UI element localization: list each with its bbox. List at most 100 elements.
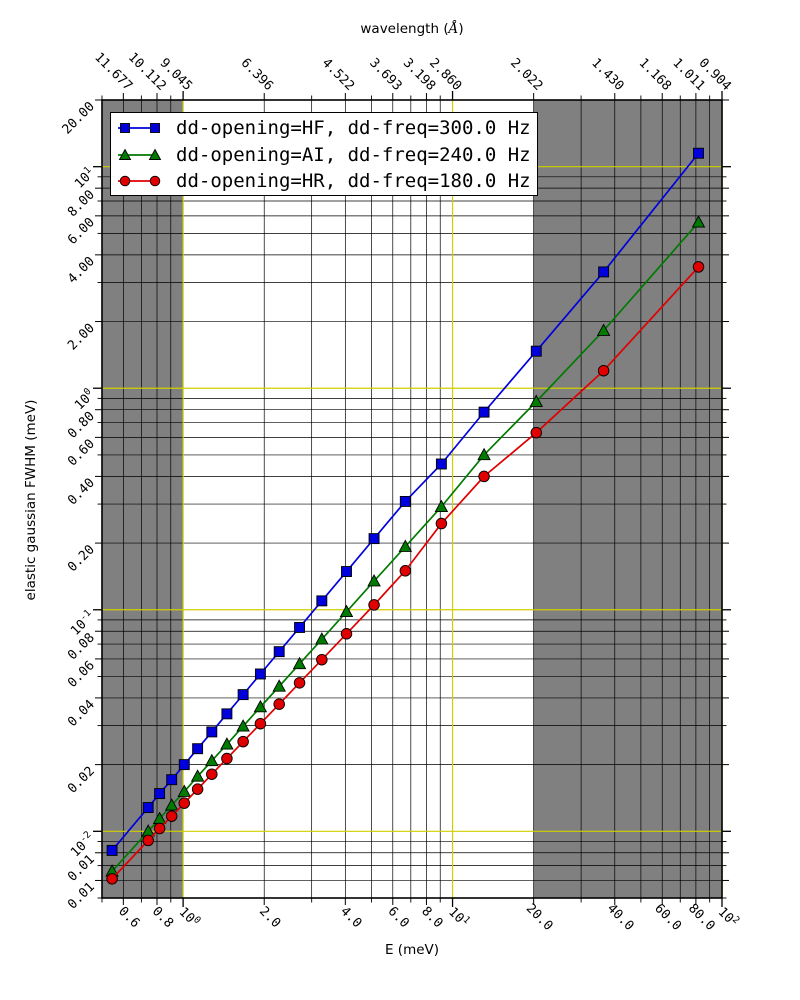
triangle-marker [190, 769, 205, 782]
circle-marker [237, 735, 249, 748]
circle-marker [435, 517, 448, 530]
triangle-marker [529, 394, 544, 407]
square-marker [154, 788, 166, 800]
legend-sample-circle [118, 175, 161, 187]
y-tick-label: 101 [71, 164, 98, 191]
x-tick-label: 100 [176, 903, 203, 930]
triangle-marker [205, 753, 219, 767]
circle-marker [119, 175, 131, 187]
triangle-marker [177, 784, 192, 797]
square-marker [294, 622, 306, 633]
triangle-marker [477, 447, 491, 461]
square-marker [178, 759, 190, 771]
legend-row-1: dd-opening=AI, dd-freq=240.0 Hz [114, 142, 537, 168]
y-tick-label: 20.00 [60, 99, 98, 137]
triangle-marker [398, 539, 413, 552]
square-marker [166, 774, 178, 786]
square-marker [142, 802, 154, 814]
top-tick-label: 2.022 [507, 56, 545, 94]
square-marker [435, 458, 447, 470]
circle-marker [106, 873, 118, 885]
angstrom-symbol: Å [448, 21, 459, 37]
x-tick-label: 60.0 [651, 901, 684, 934]
triangle-marker [367, 573, 381, 587]
circle-marker [692, 261, 705, 273]
square-marker [221, 708, 233, 720]
square-marker [693, 147, 704, 159]
circle-marker [340, 628, 353, 640]
x-tick-label: 20.0 [523, 901, 556, 934]
square-marker [368, 533, 380, 545]
legend-row-0: dd-opening=HF, dd-freq=300.0 Hz [114, 115, 537, 141]
shaded-band [102, 100, 184, 898]
square-marker [192, 743, 204, 755]
circle-marker [597, 364, 610, 377]
triangle-marker [164, 798, 179, 811]
circle-marker [191, 783, 204, 795]
y-tick-label: 0.80 [65, 409, 98, 442]
y-tick-label: 100 [71, 386, 98, 413]
x-tick-label: 80.0 [685, 901, 718, 934]
legend-row-2: dd-opening=HR, dd-freq=180.0 Hz [114, 168, 537, 194]
top-tick-label: 1.430 [588, 56, 626, 94]
square-marker [598, 266, 610, 278]
circle-marker [293, 677, 306, 689]
y-tick-label: 0.08 [65, 630, 98, 663]
square-marker [120, 122, 130, 133]
top-axis-title: wavelength (Å) [360, 21, 463, 37]
y-tick-label: 0.20 [65, 542, 98, 575]
y-axis-title: elastic gaussian FWHM (meV) [23, 399, 39, 601]
circle-marker [165, 810, 178, 822]
circle-marker [153, 822, 166, 835]
circle-marker [206, 768, 218, 780]
x-axis-title: E (meV) [384, 942, 440, 958]
square-marker [530, 345, 542, 357]
legend-label: dd-opening=AI, dd-freq=240.0 Hz [176, 143, 531, 166]
x-tick-label: 101 [445, 903, 472, 930]
triangle-marker [596, 323, 611, 336]
x-tick-label: 0.8 [149, 904, 176, 931]
circle-marker [178, 797, 191, 809]
circle-marker [273, 698, 285, 710]
triangle-marker [118, 148, 132, 160]
series-markers-2 [106, 261, 705, 885]
series-markers-1 [105, 215, 706, 877]
x-tick-label: 8.0 [418, 904, 445, 931]
top-tick-label: 1.168 [636, 56, 674, 94]
y-tick-label: 0.60 [65, 437, 98, 470]
y-tick-label: 0.02 [65, 764, 98, 797]
square-marker [106, 844, 118, 856]
y-tick-label: 0.06 [65, 658, 98, 691]
triangle-marker [339, 604, 354, 618]
triangle-marker [315, 632, 329, 645]
top-tick-label: 10.112 [125, 50, 169, 94]
legend: dd-opening=HF, dd-freq=300.0 Hz dd-openin… [110, 112, 538, 196]
square-marker [399, 495, 411, 507]
triangle-marker [236, 719, 250, 732]
x-tick-label: 6.0 [385, 904, 412, 931]
legend-sample-square [118, 122, 160, 133]
y-tick-label: 0.01 [65, 852, 98, 885]
x-tick-label: 102 [715, 903, 742, 930]
square-marker [206, 726, 218, 738]
y-tick-label: 0.40 [65, 476, 98, 509]
x-tick-label: 4.0 [337, 904, 364, 931]
y-tick-label: 0.01 [65, 880, 98, 913]
y-tick-label: 8.00 [65, 187, 98, 220]
x-tick-labels: 0.6 0.8 100 2.0 4.0 6.0 8.0 101 20.0 40.0 60.0 80.0… [115, 901, 742, 934]
x-tick-label: 40.0 [604, 901, 637, 934]
x-tick-label: 2.0 [256, 904, 283, 931]
square-marker [237, 689, 249, 701]
grid-minor [101, 99, 722, 899]
square-marker [150, 122, 160, 133]
circle-marker [399, 565, 412, 577]
top-tick-label: 6.396 [238, 56, 276, 94]
circle-marker [221, 752, 233, 765]
top-tick-label: 4.522 [319, 56, 357, 94]
circle-marker [142, 834, 154, 847]
x-tick-label: 0.6 [115, 904, 142, 931]
